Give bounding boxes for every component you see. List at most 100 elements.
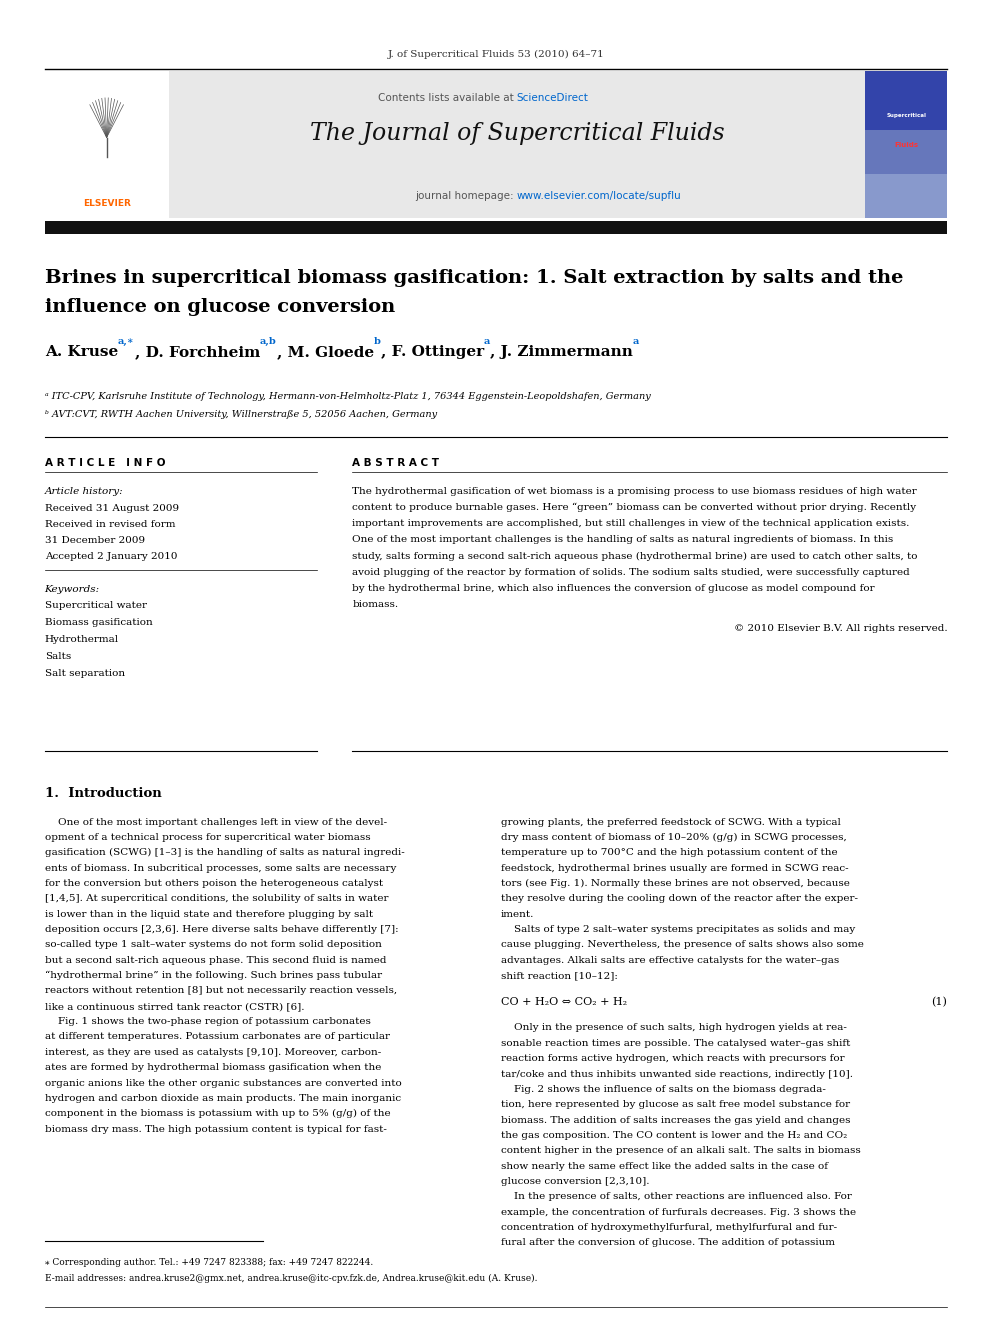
Text: 31 December 2009: 31 December 2009 — [45, 536, 145, 545]
Bar — [45, 71, 169, 218]
Text: component in the biomass is potassium with up to 5% (g/g) of the: component in the biomass is potassium wi… — [45, 1109, 390, 1118]
Text: The Journal of Supercritical Fluids: The Journal of Supercritical Fluids — [310, 122, 724, 144]
Text: temperature up to 700°C and the high potassium content of the: temperature up to 700°C and the high pot… — [501, 848, 837, 857]
Text: interest, as they are used as catalysts [9,10]. Moreover, carbon-: interest, as they are used as catalysts … — [45, 1048, 381, 1057]
Text: glucose conversion [2,3,10].: glucose conversion [2,3,10]. — [501, 1177, 650, 1185]
Text: “hydrothermal brine” in the following. Such brines pass tubular: “hydrothermal brine” in the following. S… — [45, 971, 382, 980]
Text: One of the most important challenges left in view of the devel-: One of the most important challenges lef… — [45, 818, 387, 827]
Text: b: b — [374, 337, 381, 347]
Text: a: a — [484, 337, 490, 347]
Text: One of the most important challenges is the handling of salts as natural ingredi: One of the most important challenges is … — [352, 536, 894, 544]
Text: A B S T R A C T: A B S T R A C T — [352, 458, 439, 468]
Text: journal homepage:: journal homepage: — [415, 191, 517, 201]
Text: biomass. The addition of salts increases the gas yield and changes: biomass. The addition of salts increases… — [501, 1115, 850, 1125]
Text: at different temperatures. Potassium carbonates are of particular: at different temperatures. Potassium car… — [45, 1032, 390, 1041]
Text: A. Kruse: A. Kruse — [45, 345, 118, 360]
Text: , F. Ottinger: , F. Ottinger — [381, 345, 484, 360]
Text: Fluids: Fluids — [894, 142, 919, 148]
Text: Received in revised form: Received in revised form — [45, 520, 176, 529]
Text: but a second salt-rich aqueous phase. This second fluid is named: but a second salt-rich aqueous phase. Th… — [45, 955, 386, 964]
Bar — [865, 71, 947, 130]
Text: tors (see Fig. 1). Normally these brines are not observed, because: tors (see Fig. 1). Normally these brines… — [501, 878, 850, 888]
Text: important improvements are accomplished, but still challenges in view of the tec: important improvements are accomplished,… — [352, 519, 910, 528]
Text: Supercritical: Supercritical — [886, 112, 927, 118]
Bar — [865, 71, 947, 218]
Text: [1,4,5]. At supercritical conditions, the solubility of salts in water: [1,4,5]. At supercritical conditions, th… — [45, 894, 388, 904]
Text: for the conversion but others poison the heterogeneous catalyst: for the conversion but others poison the… — [45, 878, 383, 888]
Text: Hydrothermal: Hydrothermal — [45, 635, 119, 644]
Text: so-called type 1 salt–water systems do not form solid deposition: so-called type 1 salt–water systems do n… — [45, 941, 382, 950]
Text: Salts: Salts — [45, 652, 70, 662]
Text: , M. Gloede: , M. Gloede — [277, 345, 374, 360]
Text: ᵃ ITC-CPV, Karlsruhe Institute of Technology, Hermann-von-Helmholtz-Platz 1, 763: ᵃ ITC-CPV, Karlsruhe Institute of Techno… — [45, 392, 651, 401]
Text: by the hydrothermal brine, which also influences the conversion of glucose as mo: by the hydrothermal brine, which also in… — [352, 583, 875, 593]
Text: , D. Forchheim: , D. Forchheim — [135, 345, 260, 360]
Text: ⁎ Corresponding author. Tel.: +49 7247 823388; fax: +49 7247 822244.: ⁎ Corresponding author. Tel.: +49 7247 8… — [45, 1258, 373, 1267]
Text: hydrogen and carbon dioxide as main products. The main inorganic: hydrogen and carbon dioxide as main prod… — [45, 1094, 401, 1103]
Text: content to produce burnable gases. Here “green” biomass can be converted without: content to produce burnable gases. Here … — [352, 503, 917, 512]
Text: J. of Supercritical Fluids 53 (2010) 64–71: J. of Supercritical Fluids 53 (2010) 64–… — [388, 50, 604, 60]
Text: growing plants, the preferred feedstock of SCWG. With a typical: growing plants, the preferred feedstock … — [501, 818, 841, 827]
Text: like a continuous stirred tank reactor (CSTR) [6].: like a continuous stirred tank reactor (… — [45, 1002, 305, 1011]
Text: tion, here represented by glucose as salt free model substance for: tion, here represented by glucose as sal… — [501, 1101, 850, 1109]
Text: © 2010 Elsevier B.V. All rights reserved.: © 2010 Elsevier B.V. All rights reserved… — [734, 624, 947, 632]
Text: Brines in supercritical biomass gasification: 1. Salt extraction by salts and th: Brines in supercritical biomass gasifica… — [45, 269, 903, 287]
Text: Accepted 2 January 2010: Accepted 2 January 2010 — [45, 552, 178, 561]
Text: a,b: a,b — [260, 337, 277, 347]
Text: ᵇ AVT:CVT, RWTH Aachen University, Willnerstraße 5, 52056 Aachen, Germany: ᵇ AVT:CVT, RWTH Aachen University, Willn… — [45, 410, 436, 419]
Text: example, the concentration of furfurals decreases. Fig. 3 shows the: example, the concentration of furfurals … — [501, 1208, 856, 1217]
Text: influence on glucose conversion: influence on glucose conversion — [45, 298, 395, 316]
Text: gasification (SCWG) [1–3] is the handling of salts as natural ingredi-: gasification (SCWG) [1–3] is the handlin… — [45, 848, 405, 857]
Text: fural after the conversion of glucose. The addition of potassium: fural after the conversion of glucose. T… — [501, 1238, 835, 1248]
Text: Fig. 1 shows the two-phase region of potassium carbonates: Fig. 1 shows the two-phase region of pot… — [45, 1017, 371, 1027]
Text: sonable reaction times are possible. The catalysed water–gas shift: sonable reaction times are possible. The… — [501, 1039, 850, 1048]
Text: Salt separation: Salt separation — [45, 669, 125, 679]
Text: CO + H₂O ⇔ CO₂ + H₂: CO + H₂O ⇔ CO₂ + H₂ — [501, 998, 627, 1007]
Text: feedstock, hydrothermal brines usually are formed in SCWG reac-: feedstock, hydrothermal brines usually a… — [501, 864, 848, 873]
Text: E-mail addresses: andrea.kruse2@gmx.net, andrea.kruse@itc-cpv.fzk.de, Andrea.kru: E-mail addresses: andrea.kruse2@gmx.net,… — [45, 1274, 537, 1283]
Text: dry mass content of biomass of 10–20% (g/g) in SCWG processes,: dry mass content of biomass of 10–20% (g… — [501, 833, 847, 841]
Text: reactors without retention [8] but not necessarily reaction vessels,: reactors without retention [8] but not n… — [45, 987, 397, 995]
Text: ELSEVIER: ELSEVIER — [82, 198, 131, 208]
Text: Received 31 August 2009: Received 31 August 2009 — [45, 504, 179, 513]
Text: cause plugging. Nevertheless, the presence of salts shows also some: cause plugging. Nevertheless, the presen… — [501, 941, 864, 950]
Text: ents of biomass. In subcritical processes, some salts are necessary: ents of biomass. In subcritical processe… — [45, 864, 396, 873]
Text: biomass.: biomass. — [352, 599, 398, 609]
Text: study, salts forming a second salt-rich aqueous phase (hydrothermal brine) are u: study, salts forming a second salt-rich … — [352, 552, 918, 561]
Text: tar/coke and thus inhibits unwanted side reactions, indirectly [10].: tar/coke and thus inhibits unwanted side… — [501, 1069, 853, 1078]
Text: (1): (1) — [931, 998, 947, 1007]
Text: deposition occurs [2,3,6]. Here diverse salts behave differently [7]:: deposition occurs [2,3,6]. Here diverse … — [45, 925, 398, 934]
Text: Contents lists available at: Contents lists available at — [378, 93, 517, 103]
Text: shift reaction [10–12]:: shift reaction [10–12]: — [501, 971, 618, 980]
Text: content higher in the presence of an alkali salt. The salts in biomass: content higher in the presence of an alk… — [501, 1146, 861, 1155]
Text: iment.: iment. — [501, 910, 535, 918]
Text: show nearly the same effect like the added salts in the case of: show nearly the same effect like the add… — [501, 1162, 828, 1171]
Text: reaction forms active hydrogen, which reacts with precursors for: reaction forms active hydrogen, which re… — [501, 1054, 844, 1064]
Text: a,∗: a,∗ — [118, 337, 135, 347]
Bar — [865, 130, 947, 175]
Text: advantages. Alkali salts are effective catalysts for the water–gas: advantages. Alkali salts are effective c… — [501, 955, 839, 964]
Text: www.elsevier.com/locate/supflu: www.elsevier.com/locate/supflu — [517, 191, 682, 201]
Text: A R T I C L E   I N F O: A R T I C L E I N F O — [45, 458, 165, 468]
Text: opment of a technical process for supercritical water biomass: opment of a technical process for superc… — [45, 833, 370, 841]
Text: Keywords:: Keywords: — [45, 585, 100, 594]
Text: Supercritical water: Supercritical water — [45, 601, 147, 610]
Text: Fig. 2 shows the influence of salts on the biomass degrada-: Fig. 2 shows the influence of salts on t… — [501, 1085, 825, 1094]
Text: is lower than in the liquid state and therefore plugging by salt: is lower than in the liquid state and th… — [45, 910, 373, 918]
Text: concentration of hydroxymethylfurfural, methylfurfural and fur-: concentration of hydroxymethylfurfural, … — [501, 1222, 837, 1232]
Text: ScienceDirect: ScienceDirect — [517, 93, 588, 103]
Text: biomass dry mass. The high potassium content is typical for fast-: biomass dry mass. The high potassium con… — [45, 1125, 387, 1134]
Text: avoid plugging of the reactor by formation of solids. The sodium salts studied, : avoid plugging of the reactor by formati… — [352, 568, 910, 577]
Text: Only in the presence of such salts, high hydrogen yields at rea-: Only in the presence of such salts, high… — [501, 1024, 847, 1032]
Text: 1.  Introduction: 1. Introduction — [45, 787, 162, 800]
Text: a: a — [633, 337, 640, 347]
Text: ates are formed by hydrothermal biomass gasification when the: ates are formed by hydrothermal biomass … — [45, 1064, 381, 1072]
Text: Salts of type 2 salt–water systems precipitates as solids and may: Salts of type 2 salt–water systems preci… — [501, 925, 855, 934]
Text: In the presence of salts, other reactions are influenced also. For: In the presence of salts, other reaction… — [501, 1192, 852, 1201]
Bar — [45, 221, 947, 234]
Text: organic anions like the other organic substances are converted into: organic anions like the other organic su… — [45, 1078, 402, 1088]
Text: The hydrothermal gasification of wet biomass is a promising process to use bioma: The hydrothermal gasification of wet bio… — [352, 487, 917, 496]
Text: they resolve during the cooling down of the reactor after the exper-: they resolve during the cooling down of … — [501, 894, 858, 904]
Text: the gas composition. The CO content is lower and the H₂ and CO₂: the gas composition. The CO content is l… — [501, 1131, 847, 1140]
Bar — [865, 175, 947, 218]
